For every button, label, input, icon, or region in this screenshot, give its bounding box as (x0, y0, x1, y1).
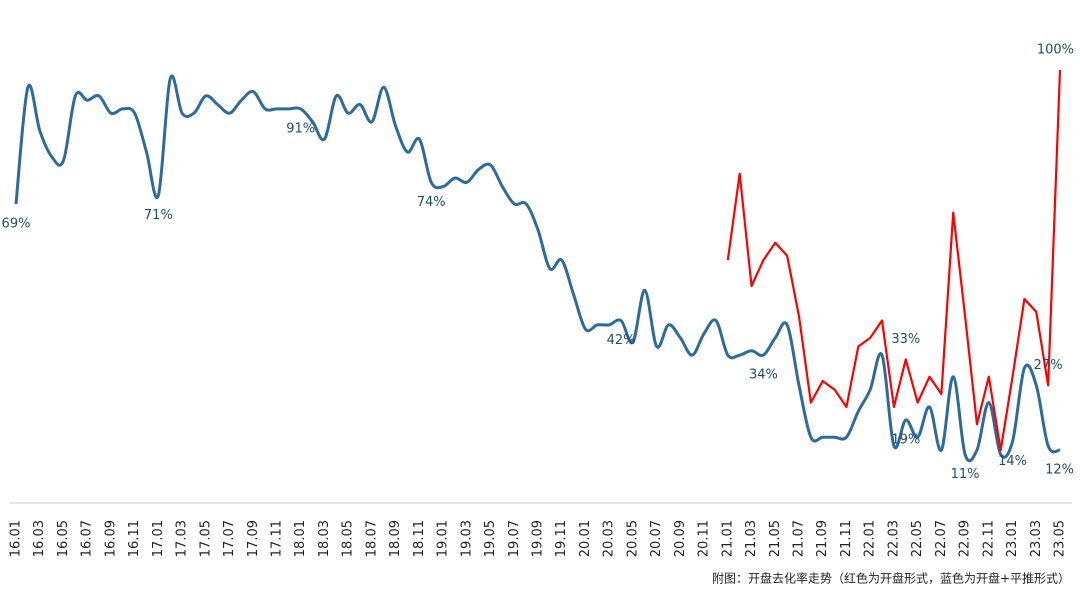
x-tick-label: 16.09 (103, 520, 118, 557)
x-tick-label: 20.01 (578, 520, 593, 557)
x-tick-label: 19.07 (507, 520, 522, 557)
x-tick-label: 18.05 (341, 520, 356, 557)
x-tick-label: 16.05 (56, 520, 71, 557)
x-tick-label: 19.09 (531, 520, 546, 557)
data-label: 12% (1045, 463, 1074, 478)
x-tick-label: 22.01 (863, 520, 878, 557)
x-tick-label: 21.07 (792, 520, 807, 557)
data-label: 100% (1037, 43, 1074, 58)
x-tick-label: 22.09 (958, 520, 973, 557)
data-label: 14% (998, 454, 1027, 469)
x-tick-label: 19.01 (436, 520, 451, 557)
footnote: 附图：开盘去化率走势（红色为开盘形式，蓝色为开盘+平推形式） (712, 571, 1070, 586)
x-tick-label: 21.11 (839, 520, 854, 557)
data-label: 34% (749, 368, 778, 383)
x-tick-label: 21.09 (815, 520, 830, 557)
x-tick-label: 21.03 (744, 520, 759, 557)
x-tick-label: 18.09 (388, 520, 403, 557)
x-tick-label: 16.03 (32, 520, 47, 557)
x-tick-label: 20.11 (697, 520, 712, 557)
x-tick-label: 17.11 (270, 520, 285, 557)
x-tick-label: 22.11 (981, 520, 996, 557)
x-tick-label: 19.11 (554, 520, 569, 557)
data-label: 11% (951, 467, 980, 482)
x-tick-label: 19.05 (483, 520, 498, 557)
x-tick-label: 23.05 (1053, 520, 1068, 557)
x-tick-label: 21.05 (768, 520, 783, 557)
x-tick-label: 22.07 (934, 520, 949, 557)
series-line (14, 74, 1061, 463)
x-tick-label: 19.03 (459, 520, 474, 557)
x-tick-label: 18.07 (364, 520, 379, 557)
x-tick-label: 17.01 (151, 520, 166, 557)
x-tick-label: 18.03 (317, 520, 332, 557)
data-label: 69% (2, 216, 31, 231)
data-label: 71% (144, 208, 173, 223)
x-tick-label: 20.03 (602, 520, 617, 557)
x-tick-label: 22.05 (910, 520, 925, 557)
data-label: 27% (1034, 358, 1063, 373)
data-label: 19% (891, 432, 920, 447)
x-tick-label: 21.01 (720, 520, 735, 557)
series-line (726, 69, 1062, 452)
x-tick-label: 20.09 (673, 520, 688, 557)
x-tick-label: 22.03 (886, 520, 901, 557)
x-tick-label: 16.01 (9, 520, 24, 557)
x-tick-label: 20.05 (625, 520, 640, 557)
data-label: 74% (417, 195, 446, 210)
x-tick-label: 18.01 (293, 520, 308, 557)
x-tick-label: 17.05 (198, 520, 213, 557)
x-tick-label: 23.01 (1005, 520, 1020, 557)
x-tick-label: 17.07 (222, 520, 237, 557)
x-tick-label: 16.11 (127, 520, 142, 557)
x-tick-label: 16.07 (80, 520, 95, 557)
x-tick-label: 20.07 (649, 520, 664, 557)
x-tick-label: 17.09 (246, 520, 261, 557)
x-tick-label: 17.03 (175, 520, 190, 557)
x-tick-label: 23.03 (1029, 520, 1044, 557)
data-label: 91% (286, 121, 315, 136)
x-tick-label: 18.11 (412, 520, 427, 557)
data-label: 42% (607, 333, 636, 348)
data-label: 33% (891, 332, 920, 347)
